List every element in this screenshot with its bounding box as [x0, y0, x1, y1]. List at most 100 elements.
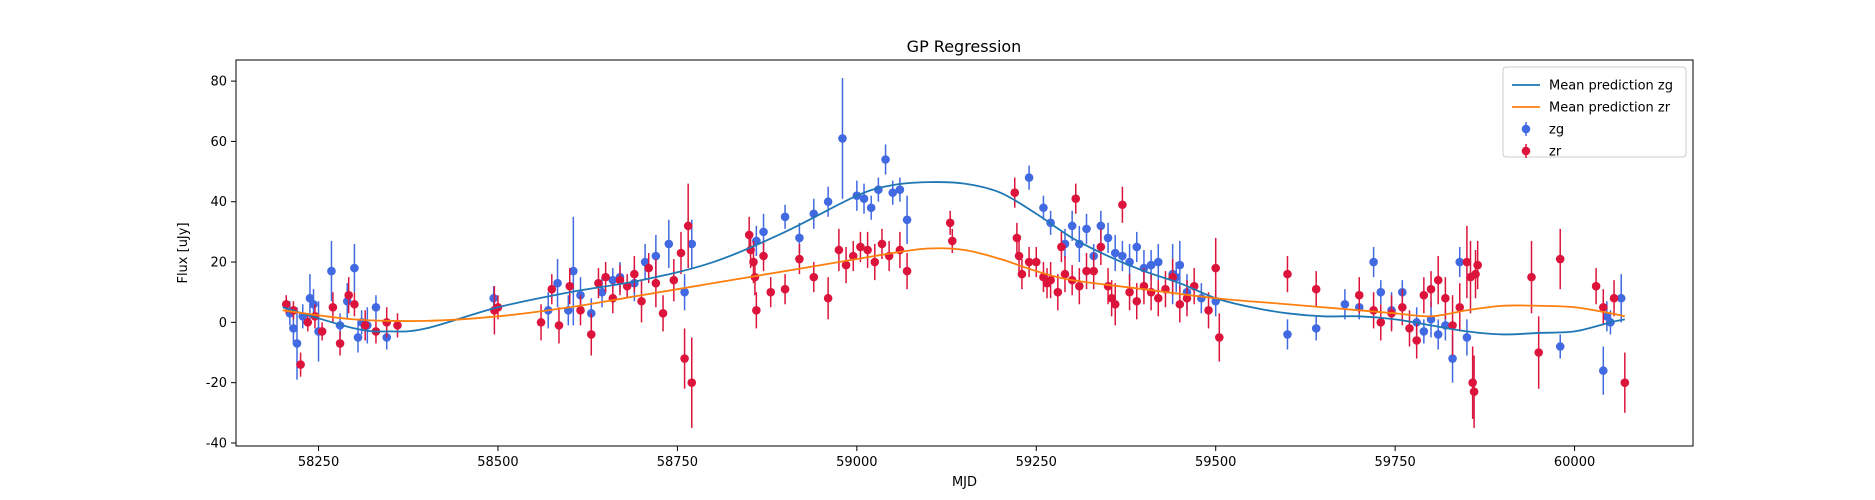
- zr-point: [1534, 348, 1543, 357]
- chart-title: GP Regression: [907, 37, 1022, 56]
- zr-point: [823, 293, 833, 303]
- zr-point: [669, 275, 679, 285]
- zr-point: [1469, 387, 1479, 397]
- zg-point: [1369, 257, 1378, 267]
- zg-point: [1096, 221, 1106, 231]
- line-Mean prediction zg: [282, 181, 1626, 336]
- plot-content: [281, 78, 1630, 428]
- zr-point: [1175, 299, 1185, 309]
- x-tick-label: 60000: [1554, 455, 1595, 470]
- zr-point: [749, 257, 758, 267]
- zr-point: [565, 281, 575, 291]
- zg-point: [1132, 242, 1142, 252]
- zr-point: [350, 299, 359, 309]
- zg-point: [1283, 330, 1292, 339]
- zr-point: [870, 257, 880, 267]
- zg-point: [1146, 260, 1156, 270]
- zr-point: [1283, 269, 1292, 279]
- zg-point: [1455, 257, 1465, 267]
- x-tick-label: 59750: [1374, 455, 1415, 470]
- zr-point: [1046, 275, 1055, 285]
- zg-point: [888, 188, 898, 197]
- zr-point: [1082, 266, 1091, 276]
- zg-point: [1616, 293, 1626, 303]
- y-tick-label: 20: [210, 256, 227, 271]
- x-tick-label: 58750: [657, 455, 698, 470]
- zr-point: [1468, 378, 1477, 387]
- zr-point: [1311, 284, 1321, 294]
- zr-point: [877, 239, 887, 249]
- zg-point: [1555, 342, 1565, 351]
- zr-point: [1441, 293, 1450, 303]
- zg-point: [651, 251, 661, 261]
- y-tick-label: 40: [210, 195, 227, 210]
- zr-point: [1405, 324, 1414, 333]
- zr-point: [809, 272, 819, 282]
- zr-point: [841, 260, 851, 270]
- data-layer: [281, 78, 1630, 428]
- zr-point: [615, 275, 625, 285]
- zg-point: [1448, 354, 1457, 363]
- zg-point: [292, 339, 302, 348]
- zr-point: [1527, 272, 1536, 282]
- zg-point: [1118, 251, 1127, 261]
- zg-point: [780, 212, 790, 222]
- zg-point: [1311, 324, 1321, 333]
- zg-point: [1110, 248, 1120, 258]
- zr-point: [1118, 200, 1127, 210]
- zr-point: [902, 266, 912, 276]
- zr-point: [1412, 336, 1421, 345]
- zr-point: [759, 251, 768, 261]
- zr-point: [1089, 266, 1098, 276]
- zr-point: [1369, 305, 1378, 315]
- zg-point: [289, 324, 298, 333]
- zr-point: [1110, 299, 1120, 309]
- y-tick-label: 60: [210, 135, 227, 150]
- zg-point: [569, 266, 578, 276]
- y-tick-label: 80: [210, 75, 227, 90]
- legend-swatch-point: [1521, 146, 1531, 156]
- zg-point: [309, 299, 318, 309]
- zr-point: [1620, 378, 1630, 387]
- zr-point: [393, 321, 402, 330]
- zg-point: [902, 215, 912, 225]
- zg-point: [687, 239, 697, 249]
- zg-point: [608, 275, 618, 285]
- line-Mean prediction zr: [282, 247, 1626, 322]
- zg-point: [1462, 333, 1472, 342]
- zr-point: [834, 245, 844, 255]
- zr-point: [1096, 242, 1106, 252]
- series-zr: [281, 177, 1630, 428]
- zg-point: [838, 134, 847, 143]
- zg-point: [350, 263, 359, 273]
- zg-point: [859, 194, 869, 204]
- zr-point: [586, 330, 596, 339]
- x-tick-label: 59250: [1016, 455, 1057, 470]
- series-zg: [285, 78, 1626, 395]
- legend-label: Mean prediction zr: [1549, 101, 1671, 116]
- zg-point: [327, 266, 336, 276]
- zr-point: [554, 321, 564, 330]
- zg-point: [1376, 287, 1386, 297]
- zr-point: [1153, 293, 1163, 303]
- zr-point: [1473, 260, 1482, 270]
- zr-point: [687, 378, 697, 387]
- zr-point: [1132, 296, 1142, 306]
- zg-point: [1598, 366, 1608, 375]
- legend-label: zr: [1549, 145, 1562, 160]
- zg-point: [1419, 327, 1429, 336]
- zr-point: [744, 230, 754, 240]
- zg-point: [895, 185, 905, 194]
- zg-point: [1075, 239, 1084, 249]
- legend-label: Mean prediction zg: [1549, 79, 1673, 94]
- zr-point: [1057, 242, 1066, 252]
- zr-point: [1071, 194, 1081, 204]
- zr-point: [335, 339, 345, 348]
- zr-point: [317, 327, 327, 336]
- y-tick-label: -20: [206, 376, 227, 391]
- zg-point: [353, 333, 363, 342]
- zr-point: [1017, 269, 1027, 279]
- zr-point: [1182, 293, 1192, 303]
- zr-point: [536, 318, 546, 327]
- zr-point: [303, 318, 313, 327]
